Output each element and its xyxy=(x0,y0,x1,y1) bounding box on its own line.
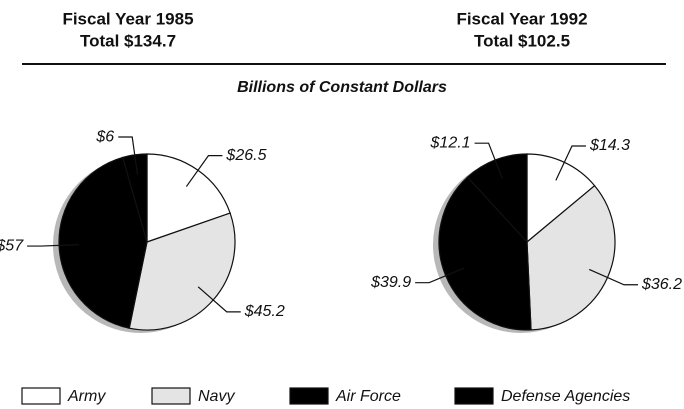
leader-line xyxy=(197,286,241,313)
legend-swatch xyxy=(289,387,329,405)
leader-line xyxy=(118,136,139,175)
legend-label: Navy xyxy=(198,388,235,405)
leader-line xyxy=(474,142,503,179)
subtitle: Billions of Constant Dollars xyxy=(237,79,447,96)
data-label: $39.9 xyxy=(370,274,411,291)
leader-line xyxy=(415,267,465,284)
chart-total: Total $102.5 xyxy=(474,31,570,50)
leader-line xyxy=(27,244,80,247)
data-label: $14.3 xyxy=(589,137,630,154)
data-label: $6 xyxy=(95,128,114,145)
data-label: $36.2 xyxy=(641,276,682,293)
chart-title: Fiscal Year 1985 xyxy=(62,9,193,28)
legend-swatch xyxy=(21,387,61,405)
legend-swatch xyxy=(151,387,191,405)
legend-label: Defense Agencies xyxy=(501,388,630,405)
chart-title: Fiscal Year 1992 xyxy=(456,9,587,28)
leader-line xyxy=(185,155,223,187)
legend-label: Air Force xyxy=(335,388,401,405)
legend-label: Army xyxy=(67,388,106,405)
data-label: $12.1 xyxy=(430,134,471,151)
chart-total: Total $134.7 xyxy=(80,31,176,50)
leader-line xyxy=(588,268,638,286)
legend-swatch xyxy=(454,387,494,405)
data-label: $45.2 xyxy=(244,303,285,320)
data-label: $26.5 xyxy=(225,147,266,164)
leader-line xyxy=(555,145,586,181)
data-label: $57 xyxy=(0,237,24,254)
